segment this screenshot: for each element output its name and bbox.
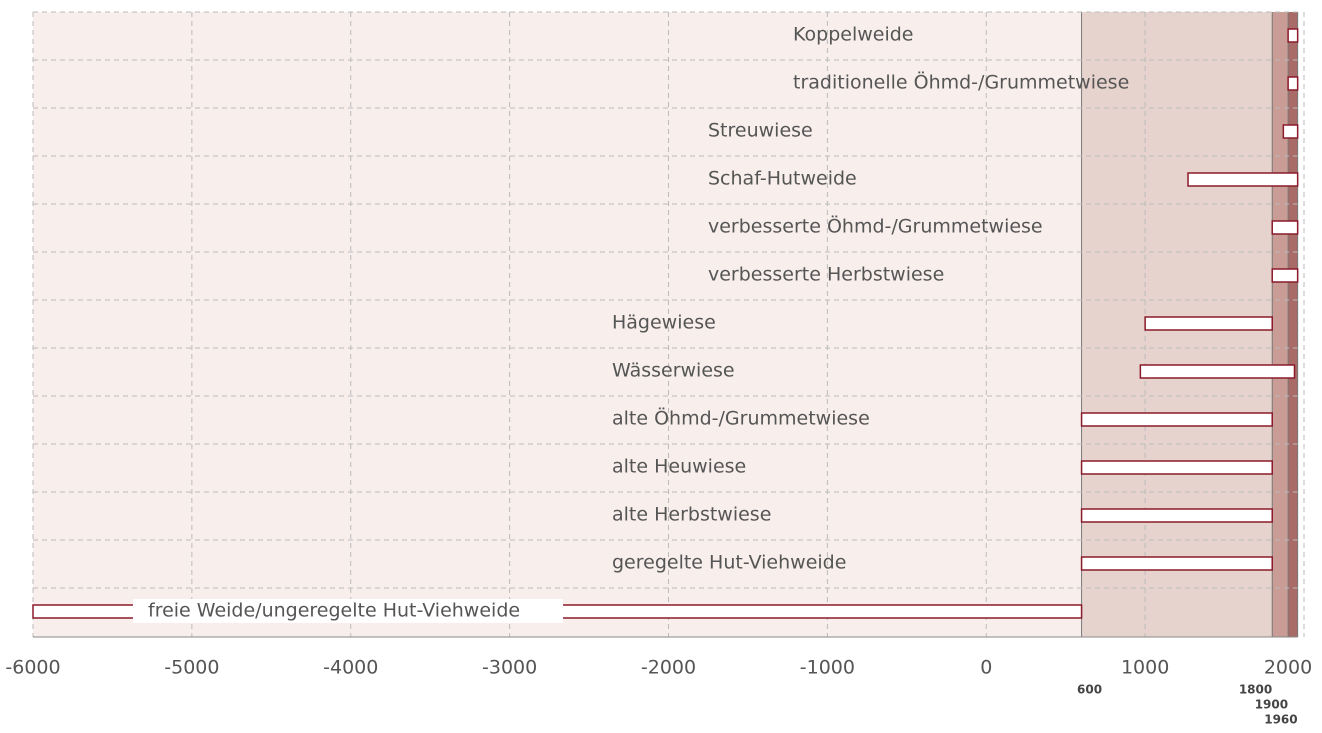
x-tick-label: -3000 — [482, 657, 537, 679]
period-label: 600 — [1077, 683, 1102, 697]
range-bar — [1271, 268, 1299, 283]
range-bar — [1187, 172, 1299, 187]
x-tick-label: 2000 — [1264, 657, 1312, 679]
category-label: geregelte Hut-Viehweide — [612, 552, 846, 574]
category-label: alte Heuwiese — [612, 456, 746, 478]
range-bar — [1144, 316, 1273, 331]
range-bar — [1282, 124, 1299, 139]
range-bar — [1080, 460, 1273, 475]
range-bar — [1271, 220, 1299, 235]
period-label: 1800 — [1239, 683, 1272, 697]
period-label: 1900 — [1255, 698, 1288, 712]
range-bar — [1287, 28, 1299, 43]
x-tick-label: -4000 — [323, 657, 378, 679]
label-backdrop — [133, 599, 563, 623]
x-tick-label: -6000 — [5, 657, 60, 679]
category-label: freie Weide/ungeregelte Hut-Viehweide — [148, 600, 520, 622]
range-bar — [1287, 76, 1299, 91]
category-label: alte Herbstwiese — [612, 504, 771, 526]
x-tick-label: -2000 — [641, 657, 696, 679]
category-label: verbesserte Öhmd-/Grummetwiese — [708, 215, 1043, 238]
category-label: alte Öhmd-/Grummetwiese — [612, 407, 870, 430]
category-label: Streuwiese — [708, 120, 813, 142]
period-band — [1288, 12, 1298, 637]
x-tick-label: -1000 — [800, 657, 855, 679]
period-band — [1272, 12, 1289, 637]
category-label: Wässerwiese — [612, 360, 735, 382]
category-label: Schaf-Hutweide — [708, 168, 857, 190]
category-label: traditionelle Öhmd-/Grummetwiese — [793, 71, 1129, 94]
category-label: Koppelweide — [793, 24, 914, 46]
range-bar — [1080, 556, 1273, 571]
range-bar — [1080, 412, 1273, 427]
x-tick-label: -5000 — [164, 657, 219, 679]
category-label: Hägewiese — [612, 312, 716, 334]
x-tick-label: 0 — [980, 657, 992, 679]
period-label: 1960 — [1264, 713, 1297, 727]
x-tick-label: 1000 — [1121, 657, 1169, 679]
range-bar — [1139, 364, 1296, 379]
category-label: verbesserte Herbstwiese — [708, 264, 944, 286]
range-bar — [1080, 508, 1273, 523]
